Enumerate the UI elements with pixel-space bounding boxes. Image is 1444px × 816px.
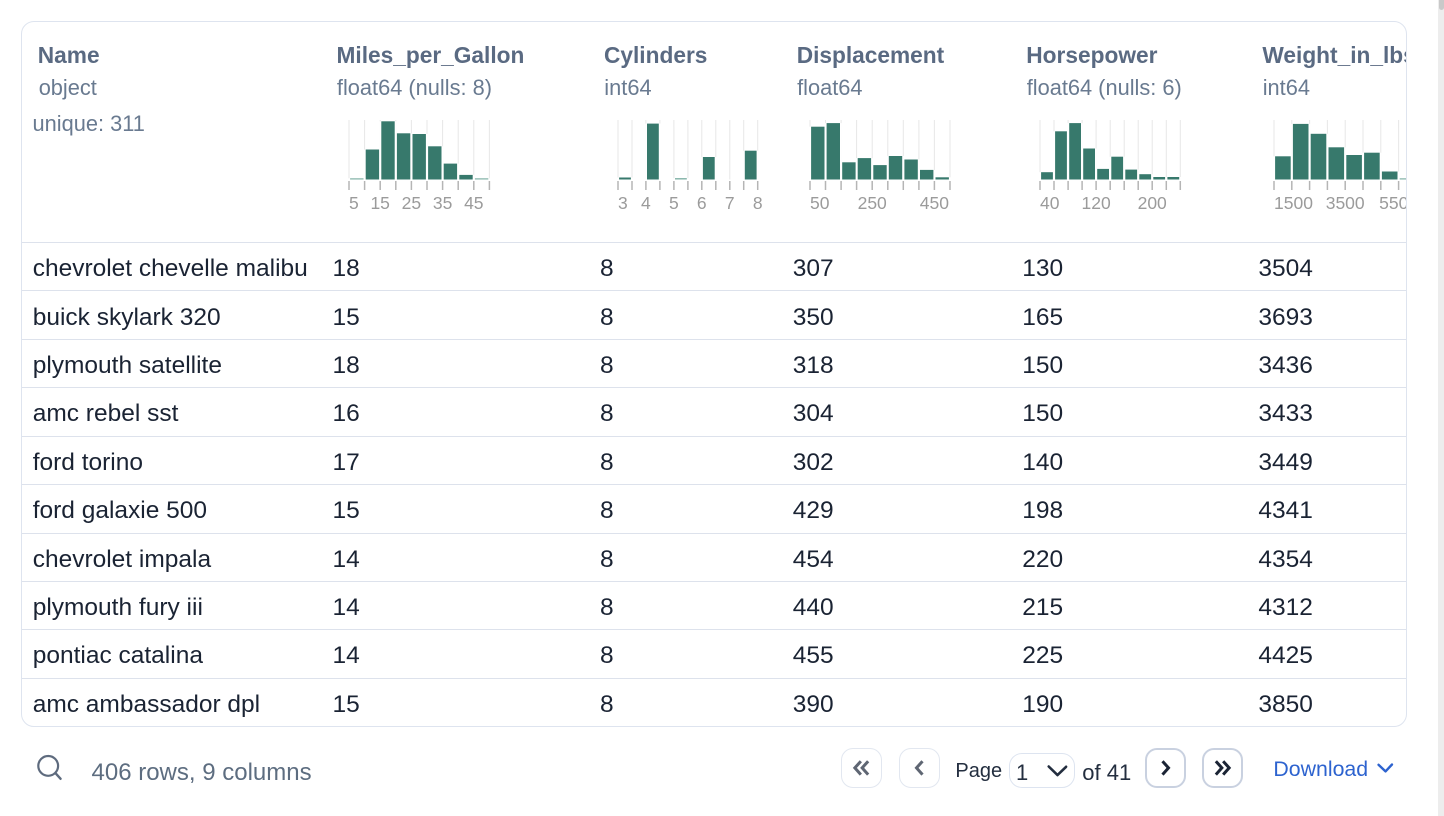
svg-text:15: 15 [370, 193, 389, 213]
svg-text:200: 200 [1138, 193, 1167, 213]
svg-text:45: 45 [464, 193, 483, 213]
svg-text:1500: 1500 [1274, 193, 1313, 213]
svg-text:50: 50 [810, 193, 830, 213]
svg-text:7: 7 [725, 193, 735, 213]
svg-text:35: 35 [433, 193, 452, 213]
svg-text:450: 450 [920, 193, 949, 213]
svg-text:8: 8 [753, 193, 763, 213]
svg-text:40: 40 [1040, 193, 1060, 213]
svg-text:6: 6 [697, 193, 707, 213]
svg-text:5500: 5500 [1379, 193, 1407, 213]
svg-text:25: 25 [401, 193, 420, 213]
svg-text:250: 250 [858, 193, 887, 213]
svg-text:120: 120 [1082, 193, 1111, 213]
svg-text:4: 4 [641, 193, 651, 213]
svg-text:3: 3 [618, 193, 628, 213]
svg-text:5: 5 [669, 193, 679, 213]
svg-text:3500: 3500 [1326, 193, 1365, 213]
svg-text:5: 5 [349, 193, 359, 213]
